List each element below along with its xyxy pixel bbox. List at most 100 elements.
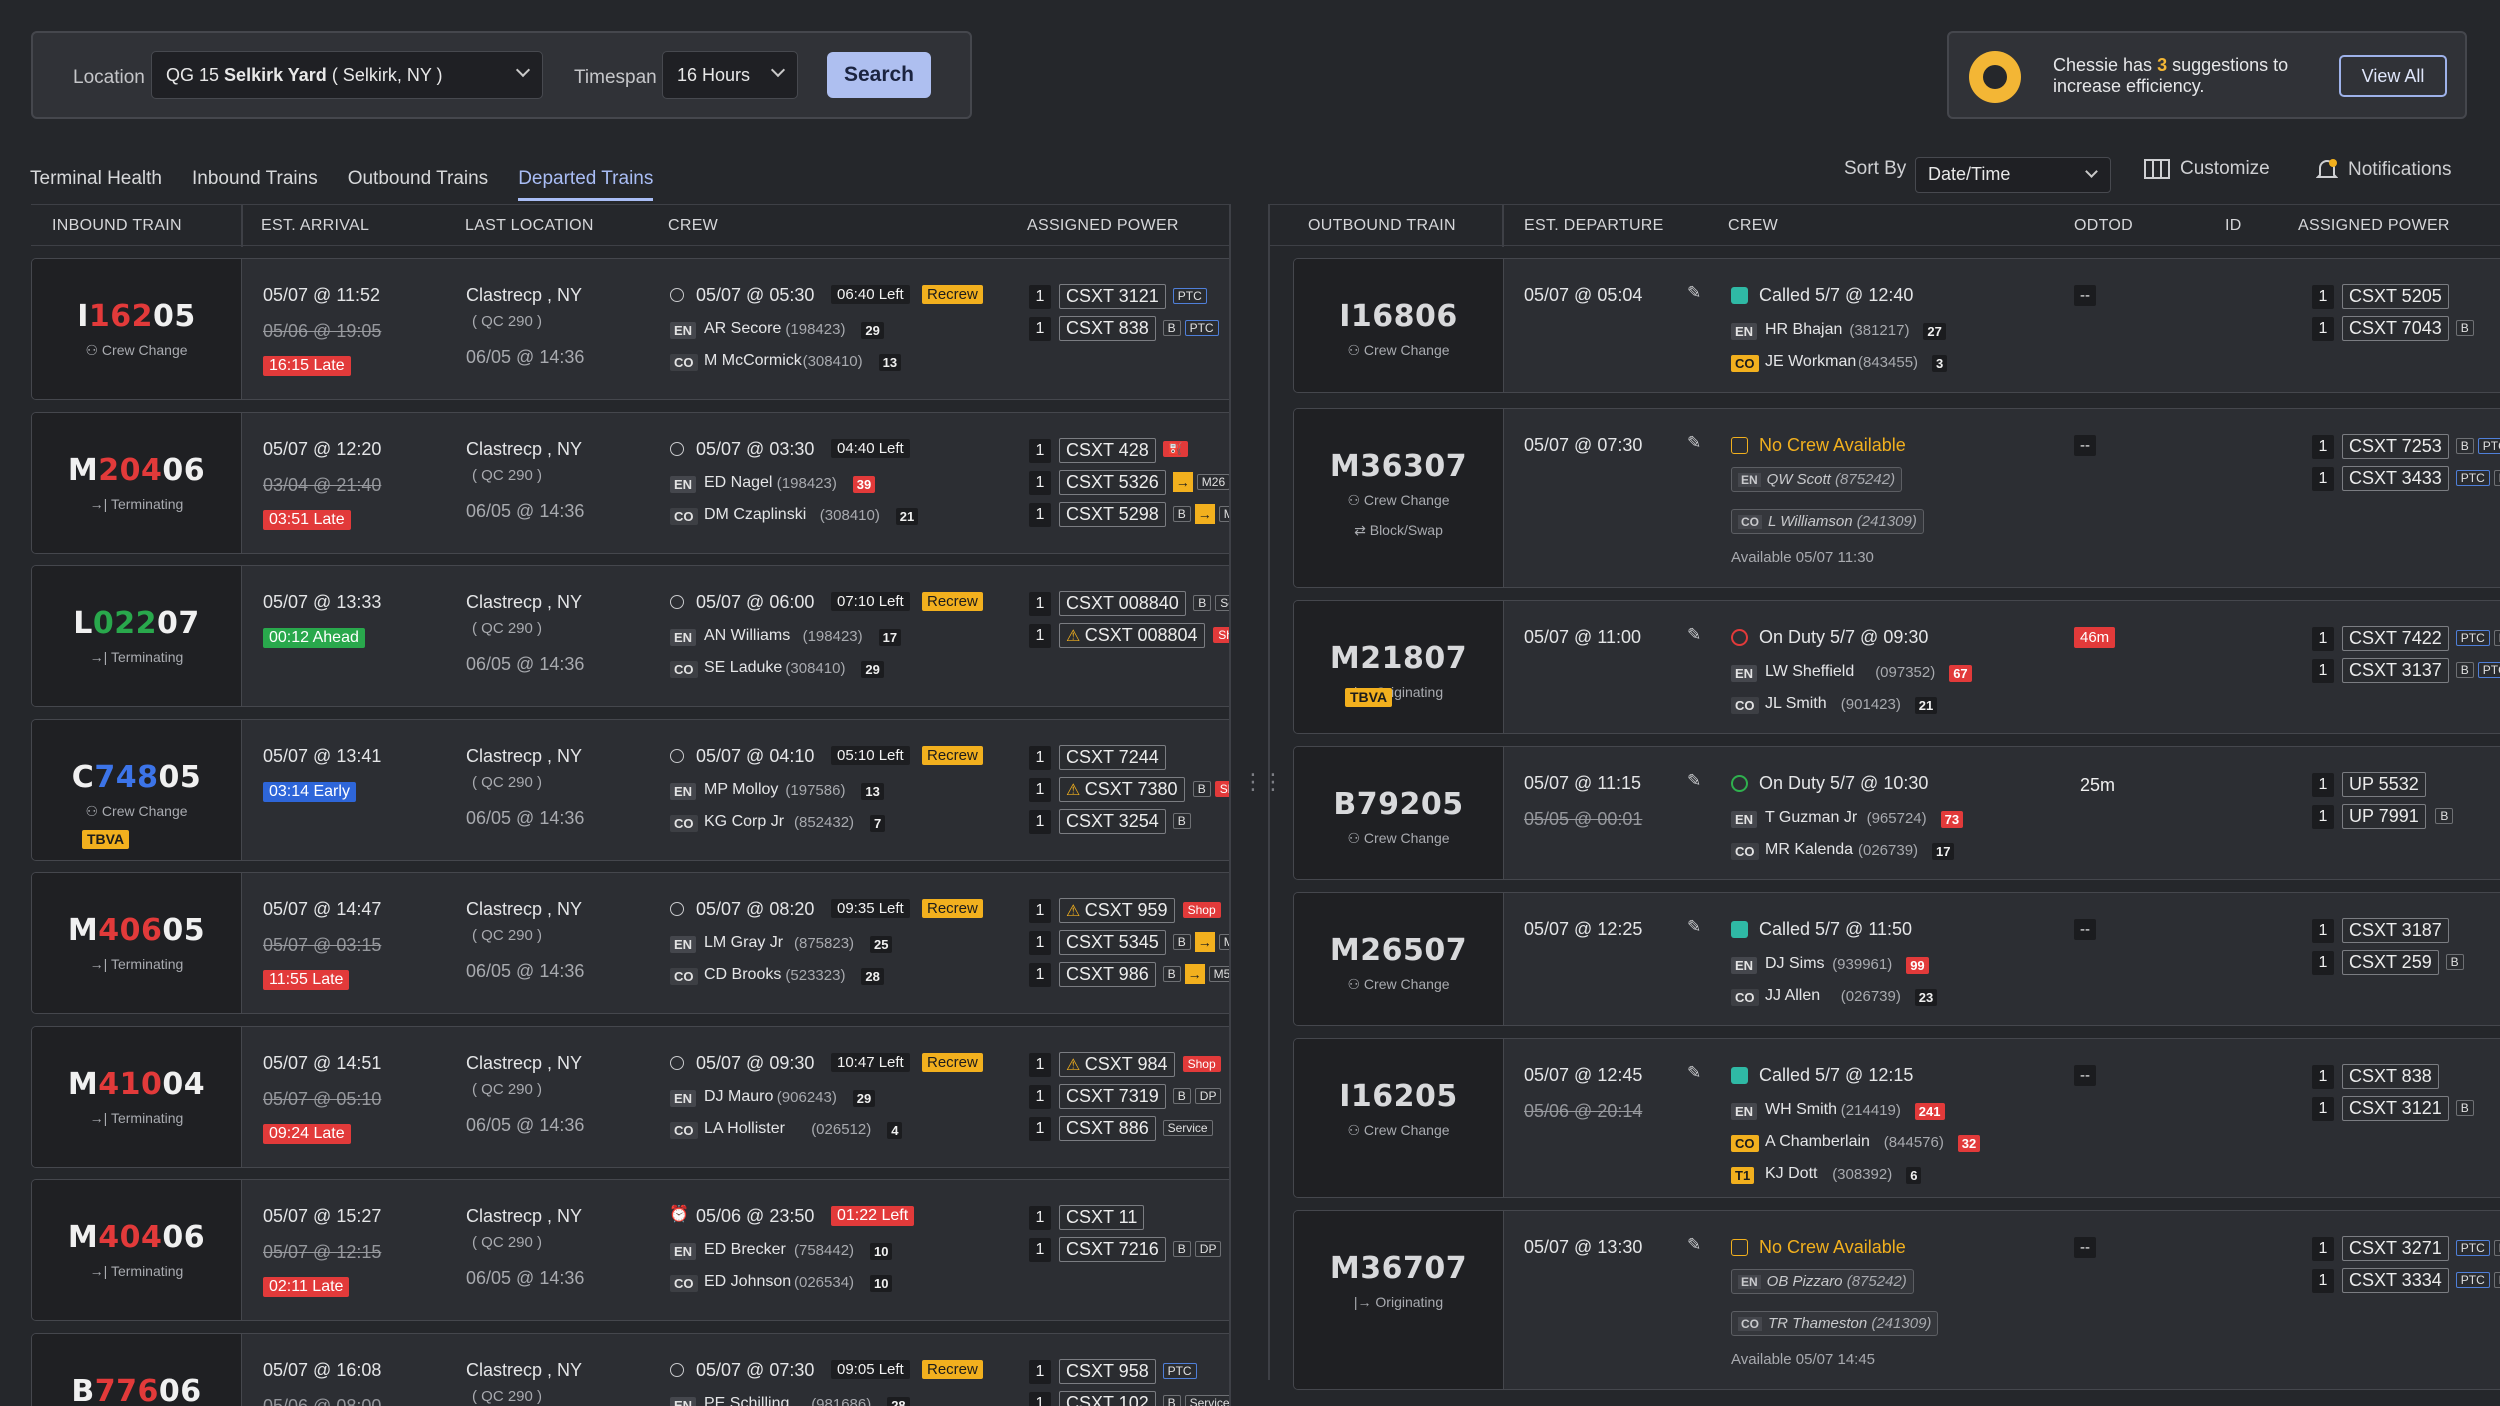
recrew-badge[interactable]: Recrew [922, 1052, 983, 1072]
tab-outbound-trains[interactable]: Outbound Trains [347, 168, 489, 189]
locomotive-chip[interactable]: CSXT 3271 [2342, 1236, 2449, 1261]
tab-terminal-health[interactable]: Terminal Health [30, 168, 162, 189]
locomotive-chip[interactable]: ⚠ CSXT 008804 [1059, 623, 1205, 648]
train-id[interactable]: M36307 [1329, 449, 1468, 484]
train-id[interactable]: B79205 [1333, 787, 1464, 822]
locomotive-chip[interactable]: CSXT 838 [2342, 1064, 2439, 1089]
conductor-name[interactable]: MR Kalenda [1765, 841, 1854, 858]
locomotive-chip[interactable]: CSXT 3187 [2342, 918, 2449, 943]
locomotive-chip[interactable]: CSXT 886 [1059, 1115, 1156, 1141]
trainee-name[interactable]: KJ Dott [1765, 1165, 1818, 1182]
engineer-name[interactable]: WH Smith [1765, 1101, 1837, 1118]
engineer-name[interactable]: ED Brecker [704, 1241, 786, 1258]
train-id[interactable]: M40406 [32, 1220, 241, 1255]
suggested-engineer[interactable]: EN QW Scott (875242) [1731, 467, 1903, 492]
sort-by-select[interactable]: Date/Time [1915, 157, 2111, 193]
recrew-badge[interactable]: Recrew [922, 745, 983, 765]
edit-icon[interactable]: ✎ [1687, 625, 1702, 644]
inbound-train-row[interactable]: M41004 →| Terminating 05/07 @ 14:51 05/07 @… [31, 1025, 1229, 1168]
locomotive-chip[interactable]: CSXT 259 [2342, 950, 2439, 975]
engineer-name[interactable]: DJ Sims [1765, 955, 1825, 972]
locomotive-chip[interactable]: CSXT 5345 [1059, 930, 1166, 955]
train-id[interactable]: M40605 [32, 913, 241, 948]
locomotive-chip[interactable]: CSXT 5298 [1059, 501, 1166, 527]
engineer-name[interactable]: LW Sheffield [1765, 663, 1855, 680]
engineer-name[interactable]: DJ Mauro [704, 1087, 774, 1105]
recrew-badge[interactable]: Recrew [922, 1359, 983, 1379]
locomotive-chip[interactable]: CSXT 3334 [2342, 1268, 2449, 1293]
engineer-name[interactable]: AN Williams [704, 627, 791, 644]
edit-icon[interactable]: ✎ [1687, 1235, 1702, 1254]
view-all-button[interactable]: View All [2339, 55, 2447, 97]
engineer-name[interactable]: LM Gray Jr [704, 934, 784, 951]
engineer-name[interactable]: AR Secore [704, 320, 782, 337]
engineer-name[interactable]: ED Nagel [704, 473, 773, 491]
locomotive-chip[interactable]: CSXT 7253 [2342, 434, 2449, 459]
outbound-train-row[interactable]: I16806 ⚇ Crew Change 05/07 @ 05:04 ✎ Called … [1293, 258, 2500, 393]
locomotive-chip[interactable]: CSXT 008840 [1059, 591, 1186, 616]
locomotive-chip[interactable]: CSXT 7244 [1059, 744, 1166, 770]
locomotive-chip[interactable]: CSXT 958 [1059, 1358, 1156, 1384]
resize-handle[interactable]: ⋮⋮ [1242, 769, 1284, 794]
suggested-conductor[interactable]: CO L Williamson (241309) [1731, 509, 1924, 534]
locomotive-chip[interactable]: ⚠ CSXT 959 [1059, 898, 1175, 923]
locomotive-chip[interactable]: CSXT 3121 [1059, 284, 1166, 309]
edit-icon[interactable]: ✎ [1687, 1063, 1702, 1082]
search-button[interactable]: Search [827, 52, 931, 98]
inbound-train-row[interactable]: M40605 →| Terminating 05/07 @ 14:47 05/07 @… [31, 872, 1229, 1014]
location-select[interactable]: QG 15 Selkirk Yard ( Selkirk, NY ) [151, 51, 543, 99]
locomotive-chip[interactable]: CSXT 3254 [1059, 808, 1166, 834]
edit-icon[interactable]: ✎ [1687, 917, 1702, 936]
conductor-name[interactable]: SE Laduke [704, 659, 783, 676]
locomotive-chip[interactable]: CSXT 102 [1059, 1390, 1156, 1406]
suggested-conductor[interactable]: CO TR Thameston (241309) [1731, 1311, 1939, 1336]
recrew-badge[interactable]: Recrew [922, 592, 983, 611]
conductor-name[interactable]: DM Czaplinski [704, 505, 807, 523]
locomotive-chip[interactable]: CSXT 7216 [1059, 1237, 1166, 1262]
inbound-train-row[interactable]: I16205 ⚇ Crew Change 05/07 @ 11:52 05/06 @ … [31, 258, 1229, 400]
inbound-train-row[interactable]: L02207 →| Terminating 05/07 @ 13:33 00:12 A… [31, 565, 1229, 707]
conductor-name[interactable]: M McCormick [704, 352, 802, 369]
train-id[interactable]: I16205 [32, 299, 241, 334]
locomotive-chip[interactable]: CSXT 11 [1059, 1205, 1145, 1230]
conductor-name[interactable]: CD Brooks [704, 966, 782, 983]
locomotive-chip[interactable]: CSXT 986 [1059, 962, 1156, 987]
outbound-train-row[interactable]: B79205 ⚇ Crew Change 05/07 @ 11:15 05/05 @ … [1293, 746, 2500, 880]
locomotive-chip[interactable]: ⚠ CSXT 7380 [1059, 776, 1185, 802]
locomotive-chip[interactable]: CSXT 7319 [1059, 1083, 1166, 1109]
locomotive-chip[interactable]: CSXT 7422 [2342, 626, 2449, 651]
locomotive-chip[interactable]: CSXT 428 [1059, 437, 1156, 463]
recrew-badge[interactable]: Recrew [922, 285, 983, 304]
train-id[interactable]: M20406 [32, 453, 241, 488]
locomotive-chip[interactable]: CSXT 3137 [2342, 658, 2449, 683]
conductor-name[interactable]: JL Smith [1765, 695, 1827, 712]
edit-icon[interactable]: ✎ [1687, 771, 1702, 790]
locomotive-chip[interactable]: CSXT 3433 [2342, 466, 2449, 491]
locomotive-chip[interactable]: CSXT 5205 [2342, 284, 2449, 309]
conductor-name[interactable]: JE Workman [1765, 353, 1857, 370]
train-id[interactable]: C74805 [32, 760, 241, 795]
locomotive-chip[interactable]: UP 7991 [2342, 804, 2426, 829]
outbound-train-row[interactable]: I16205 ⚇ Crew Change 05/07 @ 12:45 05/06 @ … [1293, 1038, 2500, 1198]
engineer-name[interactable]: HR Bhajan [1765, 321, 1843, 338]
engineer-name[interactable]: MP Molloy [704, 780, 779, 798]
customize-button[interactable]: Customize [2144, 158, 2270, 180]
conductor-name[interactable]: KG Corp Jr [704, 812, 785, 830]
notifications-button[interactable]: Notifications [2316, 158, 2452, 182]
edit-icon[interactable]: ✎ [1687, 433, 1702, 452]
conductor-name[interactable]: ED Johnson [704, 1273, 792, 1290]
engineer-name[interactable]: T Guzman Jr [1765, 809, 1858, 826]
train-id[interactable]: I16806 [1339, 299, 1458, 334]
tab-inbound-trains[interactable]: Inbound Trains [192, 168, 318, 189]
inbound-train-row[interactable]: M40406 →| Terminating 05/07 @ 15:27 05/07 @… [31, 1179, 1229, 1321]
train-id[interactable]: M36707 [1329, 1251, 1468, 1286]
train-id[interactable]: I16205 [1339, 1079, 1458, 1114]
engineer-name[interactable]: PE Schilling [704, 1394, 790, 1406]
train-id[interactable]: M41004 [32, 1067, 241, 1102]
inbound-train-row[interactable]: C74805 ⚇ Crew Change TBVA 05/07 @ 13:41 03:1… [31, 718, 1229, 861]
outbound-train-row[interactable]: M36307 ⚇ Crew Change ⇄ Block/Swap 05/07 @ 0… [1293, 408, 2500, 588]
recrew-badge[interactable]: Recrew [922, 899, 983, 918]
locomotive-chip[interactable]: CSXT 838 [1059, 316, 1156, 341]
suggested-engineer[interactable]: EN OB Pizzaro (875242) [1731, 1269, 1914, 1294]
